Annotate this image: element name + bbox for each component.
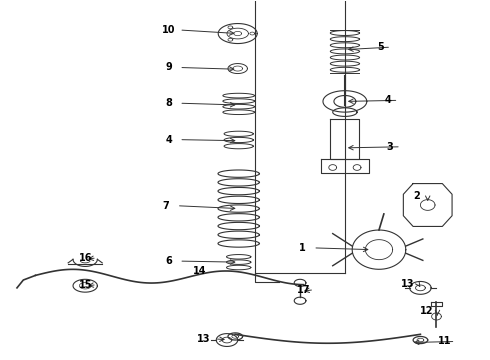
Text: 12: 12 <box>420 306 434 316</box>
Text: 15: 15 <box>79 280 93 290</box>
Text: 11: 11 <box>438 337 451 346</box>
Text: 6: 6 <box>165 256 172 266</box>
Text: 9: 9 <box>165 63 172 72</box>
Text: 8: 8 <box>165 98 172 108</box>
Text: 13: 13 <box>400 279 414 289</box>
Text: 5: 5 <box>377 42 384 52</box>
Text: 14: 14 <box>193 266 206 276</box>
Text: 7: 7 <box>163 201 170 211</box>
Text: 16: 16 <box>79 253 93 263</box>
Text: 1: 1 <box>299 243 306 253</box>
Text: 4: 4 <box>384 95 391 105</box>
Text: 3: 3 <box>387 142 393 152</box>
Text: 10: 10 <box>162 25 175 35</box>
Text: 2: 2 <box>414 191 420 201</box>
Text: 4: 4 <box>165 135 172 145</box>
Text: 13: 13 <box>197 334 211 344</box>
Text: 17: 17 <box>297 285 310 295</box>
